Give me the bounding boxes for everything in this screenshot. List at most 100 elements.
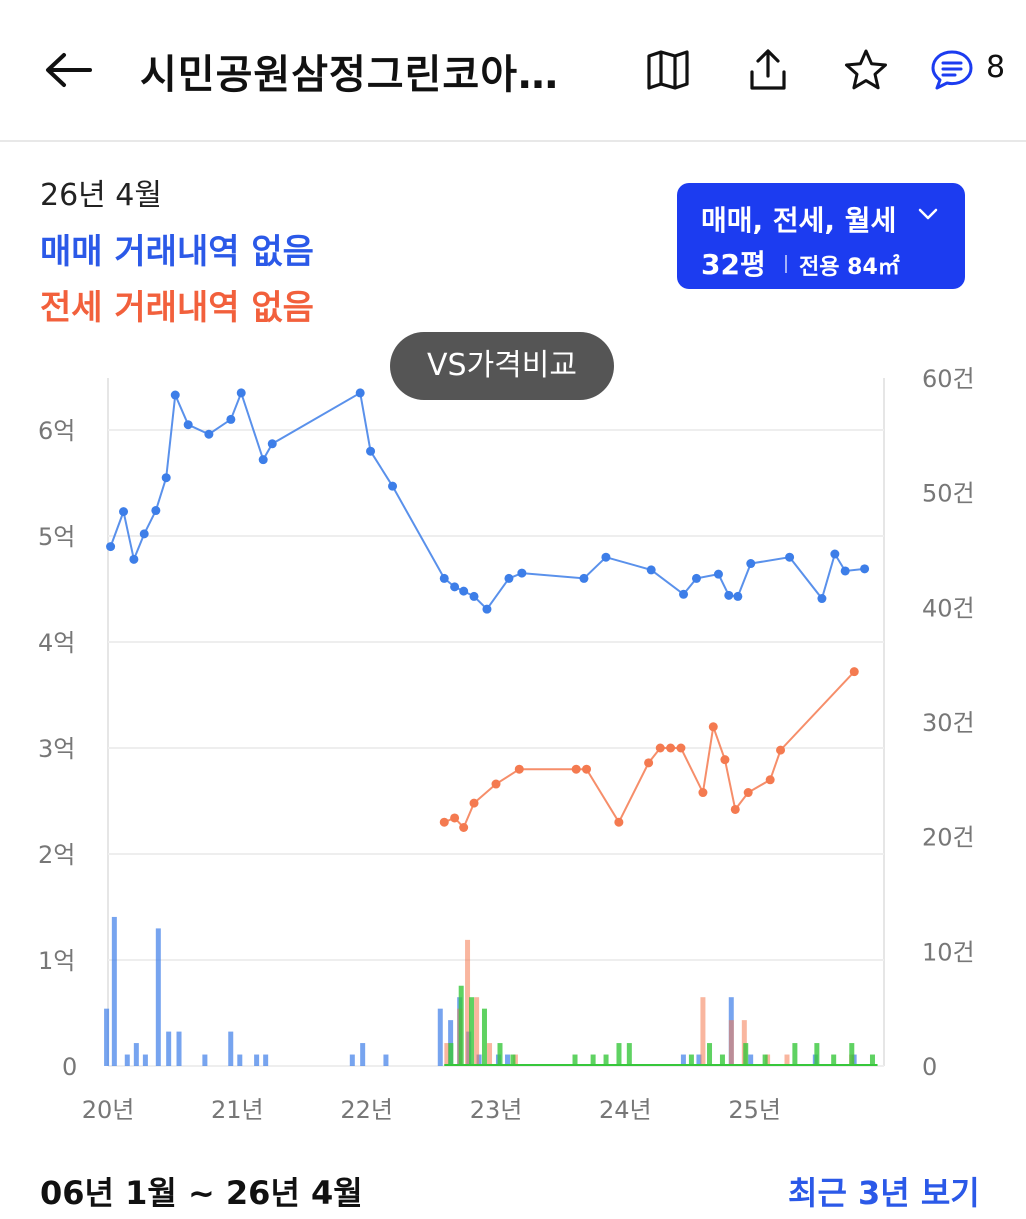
comment-icon[interactable] (928, 46, 976, 94)
x-tick-label: 20년 (82, 1096, 135, 1124)
data-point-sale (646, 565, 656, 575)
data-point-sale (601, 552, 611, 562)
data-point-jeonse (849, 667, 859, 677)
x-tick-label: 21년 (211, 1096, 264, 1124)
data-point-jeonse (514, 764, 524, 774)
data-point-jeonse (655, 743, 665, 753)
y-right-tick-label: 40건 (922, 594, 975, 622)
data-point-jeonse (469, 798, 479, 808)
data-point-sale (366, 446, 376, 456)
data-point-sale (161, 473, 171, 483)
data-point-jeonse (698, 788, 708, 798)
volume-bar-rent (497, 1043, 503, 1066)
jeonse-status: 전세 거래내역 없음 (40, 288, 314, 328)
volume-bar-sale (228, 1031, 234, 1066)
y-right-tick-label: 0 (922, 1053, 937, 1081)
filter-selector[interactable]: 매매, 전세, 월세 32평 전용 84㎡ (677, 183, 965, 289)
data-point-sale (579, 573, 589, 583)
top-bar: 시민공원삼정그린코아… 8 (0, 0, 1026, 142)
map-book-icon[interactable] (644, 46, 692, 94)
volume-bar-sale (437, 1008, 443, 1066)
filter-types: 매매, 전세, 월세 (701, 204, 897, 237)
volume-bar-sale (237, 1054, 243, 1066)
data-point-sale (713, 569, 723, 579)
data-point-sale (439, 573, 449, 583)
volume-bar-sale (254, 1054, 260, 1066)
volume-bar-rent (510, 1054, 516, 1066)
data-point-sale (151, 506, 161, 516)
data-point-sale (860, 564, 870, 574)
comment-count: 8 (986, 50, 1006, 85)
data-point-jeonse (776, 745, 786, 755)
volume-bar-rent (626, 1043, 632, 1066)
data-point-sale (183, 420, 193, 430)
data-point-sale (840, 566, 850, 576)
data-point-jeonse (708, 722, 718, 732)
data-point-jeonse (730, 804, 740, 814)
y-right-tick-label: 20건 (922, 824, 975, 852)
series-line-sale (109, 389, 865, 611)
data-point-sale (746, 559, 756, 569)
volume-bar-jeonse (700, 997, 706, 1066)
data-point-sale (170, 390, 180, 400)
data-point-sale (258, 455, 268, 465)
y-left-tick-label: 6억 (38, 417, 75, 445)
volume-bar-sale (505, 1054, 511, 1066)
volume-bar-sale (155, 928, 161, 1066)
volume-bar-rent (448, 1043, 454, 1066)
page-title: 시민공원삼정그린코아… (140, 52, 559, 98)
volume-bar-jeonse (474, 997, 480, 1066)
volume-bar-rent (707, 1043, 713, 1066)
data-point-sale (691, 573, 701, 583)
data-point-sale (517, 568, 527, 578)
vs-compare-button[interactable]: VS가격비교 (390, 332, 614, 400)
data-point-sale (355, 388, 365, 398)
data-point-jeonse (582, 764, 592, 774)
recent-3y-link[interactable]: 최근 3년 보기 (788, 1174, 980, 1212)
data-point-jeonse (571, 764, 581, 774)
x-tick-label: 22년 (340, 1096, 393, 1124)
data-point-jeonse (491, 779, 501, 789)
volume-bar-rent (762, 1054, 768, 1066)
data-point-jeonse (450, 813, 460, 823)
volume-bar-rent (616, 1043, 622, 1066)
volume-bar-rent (469, 997, 475, 1066)
y-right-tick-label: 60건 (922, 365, 975, 393)
data-point-jeonse (614, 817, 624, 827)
y-left-tick-label: 1억 (38, 947, 75, 975)
star-icon[interactable] (842, 46, 890, 94)
sale-status: 매매 거래내역 없음 (40, 232, 314, 272)
y-right-tick-label: 10건 (922, 938, 975, 966)
data-point-sale (106, 542, 116, 552)
chevron-down-icon (918, 208, 938, 220)
volume-bar-jeonse (784, 1054, 790, 1066)
data-point-sale (204, 429, 214, 439)
volume-bar-rent (743, 1043, 749, 1066)
data-point-jeonse (676, 743, 686, 753)
volume-bar-sale (111, 916, 117, 1066)
filter-size: 32평 (701, 248, 766, 281)
data-point-sale (469, 591, 479, 601)
volume-bar-rent (792, 1043, 798, 1066)
volume-bar-sale (263, 1054, 269, 1066)
y-right-tick-label: 50건 (922, 480, 975, 508)
x-tick-label: 25년 (728, 1096, 781, 1124)
volume-bar-rent (719, 1054, 725, 1066)
volume-bar-rent (481, 1008, 487, 1066)
volume-bar-sale (176, 1031, 182, 1066)
x-tick-label: 24년 (599, 1096, 652, 1124)
filter-area: 전용 84㎡ (799, 255, 900, 280)
volume-bar-rent (458, 985, 464, 1066)
data-point-jeonse (743, 788, 753, 798)
data-point-jeonse (720, 755, 730, 765)
share-icon[interactable] (744, 46, 792, 94)
volume-bar-sale (360, 1043, 366, 1066)
volume-bar-rent (831, 1054, 837, 1066)
volume-bar-rent (590, 1054, 596, 1066)
volume-bar-sale (696, 1054, 702, 1066)
data-point-sale (733, 591, 743, 601)
back-arrow-icon[interactable] (38, 44, 98, 96)
selected-date: 26년 4월 (40, 178, 162, 213)
data-point-sale (830, 549, 840, 559)
data-point-sale (236, 388, 246, 398)
